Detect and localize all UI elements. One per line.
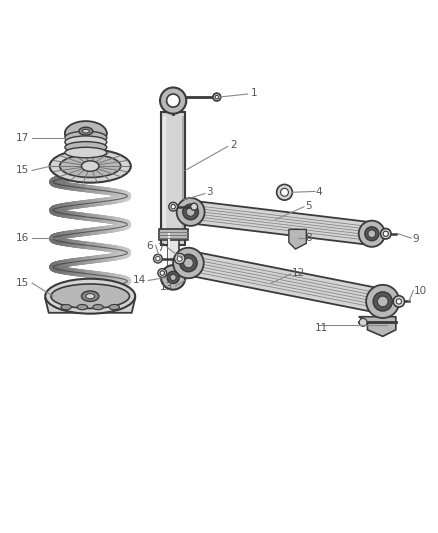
Text: 13: 13	[160, 282, 173, 292]
Text: 7: 7	[157, 243, 163, 253]
Polygon shape	[359, 317, 396, 336]
Ellipse shape	[109, 304, 120, 310]
Ellipse shape	[167, 271, 179, 284]
Ellipse shape	[81, 291, 99, 302]
Ellipse shape	[171, 205, 175, 209]
Ellipse shape	[153, 254, 162, 263]
Ellipse shape	[359, 318, 367, 326]
Text: 17: 17	[16, 133, 29, 143]
Ellipse shape	[77, 304, 88, 310]
Ellipse shape	[373, 292, 392, 311]
Ellipse shape	[155, 256, 160, 261]
Ellipse shape	[45, 279, 135, 313]
Ellipse shape	[65, 126, 107, 140]
Text: 5: 5	[305, 201, 312, 211]
Text: 11: 11	[315, 322, 328, 333]
Polygon shape	[189, 200, 373, 245]
Polygon shape	[289, 229, 306, 249]
Ellipse shape	[160, 271, 164, 275]
Text: 8: 8	[305, 233, 312, 243]
Text: 15: 15	[16, 278, 29, 288]
Ellipse shape	[170, 274, 176, 280]
Ellipse shape	[51, 284, 130, 309]
Ellipse shape	[186, 207, 195, 216]
Ellipse shape	[82, 130, 89, 133]
Ellipse shape	[183, 204, 198, 220]
Ellipse shape	[65, 142, 107, 153]
Ellipse shape	[174, 253, 185, 264]
Ellipse shape	[393, 296, 405, 307]
Polygon shape	[168, 231, 179, 269]
Polygon shape	[159, 229, 188, 240]
Text: 2: 2	[230, 140, 237, 150]
Ellipse shape	[184, 258, 193, 268]
Ellipse shape	[213, 93, 221, 101]
Text: 10: 10	[414, 286, 427, 296]
Text: 1: 1	[251, 88, 257, 98]
Ellipse shape	[368, 230, 376, 238]
Ellipse shape	[277, 184, 292, 200]
Text: 16: 16	[16, 233, 29, 243]
Ellipse shape	[160, 87, 186, 114]
Text: 14: 14	[133, 276, 146, 286]
Ellipse shape	[359, 221, 385, 247]
Ellipse shape	[93, 304, 103, 310]
Text: 12: 12	[292, 268, 305, 278]
Ellipse shape	[180, 254, 197, 272]
Text: 9: 9	[412, 234, 419, 244]
Ellipse shape	[166, 94, 180, 107]
Text: 6: 6	[146, 240, 152, 251]
Ellipse shape	[177, 198, 205, 226]
Ellipse shape	[49, 149, 131, 183]
Ellipse shape	[86, 294, 95, 299]
Ellipse shape	[79, 127, 93, 135]
Ellipse shape	[60, 155, 121, 177]
Ellipse shape	[65, 131, 107, 144]
Ellipse shape	[381, 229, 391, 239]
Polygon shape	[186, 251, 385, 313]
Ellipse shape	[365, 227, 379, 241]
Ellipse shape	[81, 161, 99, 171]
Polygon shape	[161, 111, 185, 245]
Ellipse shape	[61, 304, 71, 310]
Ellipse shape	[169, 203, 177, 211]
Ellipse shape	[65, 121, 107, 146]
Ellipse shape	[65, 147, 107, 158]
Ellipse shape	[383, 231, 389, 236]
Polygon shape	[45, 298, 135, 313]
Ellipse shape	[281, 188, 288, 196]
Ellipse shape	[177, 256, 182, 261]
Ellipse shape	[378, 296, 388, 306]
Ellipse shape	[396, 299, 402, 304]
Text: 4: 4	[316, 187, 322, 197]
Ellipse shape	[65, 136, 107, 148]
Ellipse shape	[173, 248, 204, 278]
Ellipse shape	[215, 95, 219, 99]
Text: 15: 15	[16, 165, 29, 175]
Ellipse shape	[366, 285, 399, 318]
Text: 3: 3	[206, 187, 212, 197]
Ellipse shape	[161, 265, 185, 289]
Ellipse shape	[158, 269, 166, 277]
Ellipse shape	[191, 203, 198, 210]
